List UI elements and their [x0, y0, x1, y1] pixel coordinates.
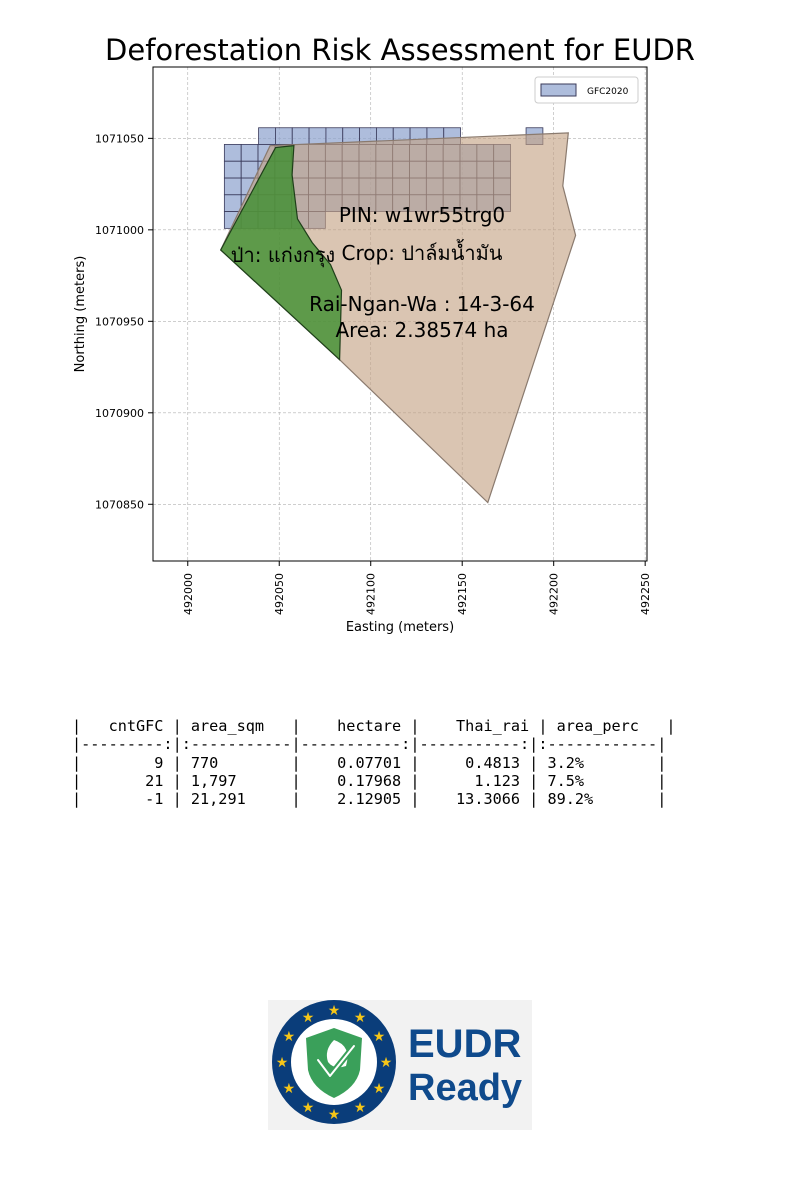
star-icon: ★ [373, 1029, 386, 1045]
star-icon: ★ [328, 1107, 341, 1123]
gfc-cell [258, 127, 276, 145]
gfc-cell [240, 143, 259, 162]
table-header-row: | cntGFC | area_sqm | hectare | Thai_rai… [72, 717, 676, 735]
star-icon: ★ [354, 1100, 367, 1116]
annotation-crop: Crop: ปาล์มน้ำมัน [342, 239, 503, 265]
star-icon: ★ [276, 1055, 289, 1071]
y-tick-label: 1070850 [95, 498, 144, 511]
gfc-cell [308, 127, 327, 145]
star-icon: ★ [380, 1055, 393, 1071]
x-tick-label: 492150 [456, 573, 469, 615]
checkmark-outline [317, 1045, 355, 1077]
star-icon: ★ [302, 1010, 315, 1026]
star-icon: ★ [354, 1010, 367, 1026]
legend-label-gfc2020: GFC2020 [587, 87, 629, 97]
eu-stars-icon: ★ ★ ★ ★ ★ ★ ★ ★ ★ ★ ★ ★ [276, 1003, 393, 1123]
chart-title: Deforestation Risk Assessment for EUDR [105, 33, 695, 67]
y-tick-label: 1071050 [95, 132, 144, 145]
legend: GFC2020 [534, 76, 639, 104]
annotation-forest: ป่า: แก่งกรุง [231, 243, 335, 268]
annotation-pin: PIN: w1wr55trg0 [339, 203, 505, 227]
x-tick-label: 492200 [548, 573, 561, 615]
logo-text-eudr: EUDR [408, 1022, 521, 1066]
gfc-cell [275, 127, 293, 145]
star-icon: ★ [302, 1100, 315, 1116]
axis-ticks: 492000 492050 492100 492150 492200 492250 1070… [95, 132, 652, 615]
gfc-cell [223, 160, 242, 179]
gfc-cell [223, 143, 242, 162]
map-figure: Deforestation Risk Assessment for EUDR 4… [73, 33, 695, 635]
y-axis-label: Northing (meters) [73, 256, 88, 373]
logo-text-ready: Ready [408, 1067, 522, 1109]
gfc-cell [325, 127, 344, 145]
y-tick-label: 1070900 [95, 407, 144, 420]
area-summary-table: | cntGFC | area_sqm | hectare | Thai_rai… [72, 717, 675, 808]
forest-polygon [219, 145, 343, 362]
eudr-ready-logo: ★ ★ ★ ★ ★ ★ ★ ★ ★ ★ ★ ★ EUDR Ready [268, 1000, 532, 1130]
x-tick-label: 492100 [365, 573, 378, 615]
y-tick-label: 1071000 [95, 224, 144, 237]
star-icon: ★ [373, 1081, 386, 1097]
gfc-cell [223, 194, 242, 212]
star-icon: ★ [283, 1029, 296, 1045]
x-tick-label: 492250 [639, 573, 652, 615]
y-tick-label: 1070950 [95, 315, 144, 328]
gfc-cell [291, 127, 310, 145]
star-icon: ★ [328, 1003, 341, 1019]
plot-frame [152, 66, 648, 562]
table-row: | 9 | 770 | 0.07701 | 0.4813 | 3.2% | [72, 753, 667, 772]
star-icon: ★ [283, 1081, 296, 1097]
annotation-area: Area: 2.38574 ha [335, 318, 508, 342]
annotation-rai-ngan-wa: Rai-Ngan-Wa : 14-3-64 [309, 292, 535, 316]
table-row: | 21 | 1,797 | 0.17968 | 1.123 | 7.5% | [72, 771, 667, 790]
gfc-cell [223, 177, 242, 196]
table-row: | -1 | 21,291 | 2.12905 | 13.3066 | 89.2… [72, 790, 667, 809]
x-axis-label: Easting (meters) [346, 620, 454, 635]
x-tick-label: 492050 [273, 573, 286, 615]
x-tick-label: 492000 [182, 573, 195, 615]
table-separator-row: |---------:|:-----------|-----------:|--… [72, 735, 667, 754]
legend-swatch-gfc2020 [540, 83, 577, 97]
